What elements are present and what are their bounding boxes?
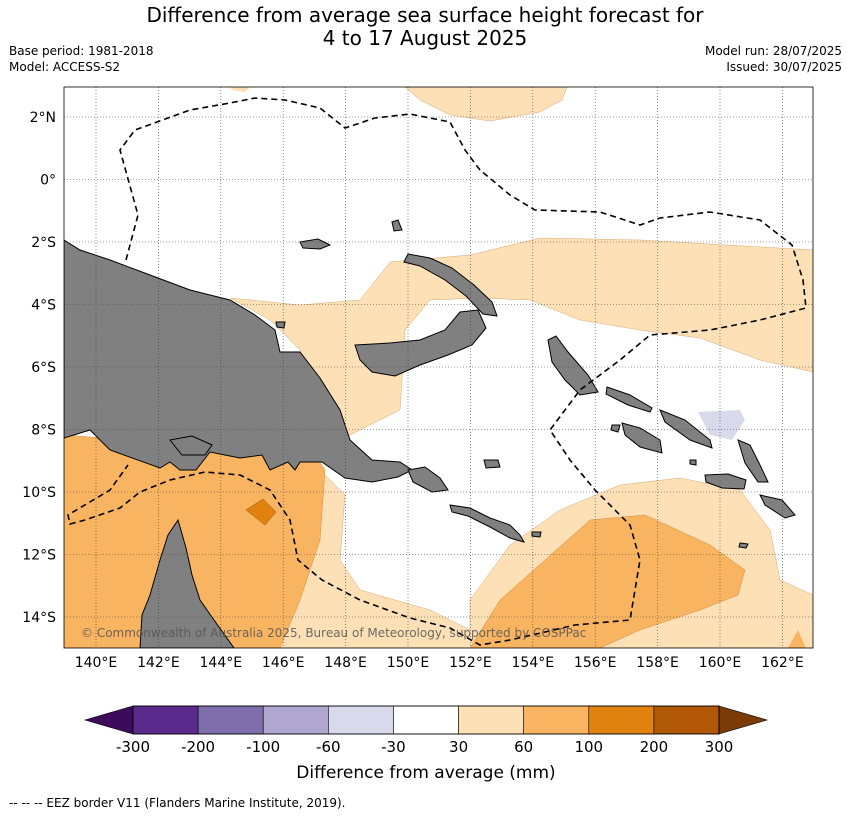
colorbar-label: Difference from average (mm)	[296, 763, 555, 783]
colorbar-cells	[83, 705, 769, 735]
model-text: Model: ACCESS-S2	[9, 60, 121, 74]
map-plot-area	[64, 87, 813, 648]
land-masses	[64, 219, 796, 648]
solomon-islet-b	[689, 459, 697, 466]
santa-isabel-island	[659, 409, 713, 449]
anomaly-band-negative-30-60	[698, 410, 745, 440]
colorbar-cell	[328, 705, 394, 735]
anomaly-band-30-60-north	[404, 87, 568, 122]
manus-island	[299, 238, 332, 250]
colorbar-tick: -30	[381, 738, 406, 756]
misima-island	[531, 531, 542, 538]
latitude-labels: 2°N 0° 2°S 4°S 6°S 8°S 10°S 12°S 14°S	[22, 110, 56, 626]
colorbar-cell	[523, 705, 590, 735]
lon-label-152e: 152°E	[449, 655, 492, 671]
colorbar-tick: -100	[246, 738, 280, 756]
colorbar-cell	[393, 705, 459, 735]
lat-label-2n: 2°N	[30, 110, 56, 126]
solomon-islet-a	[610, 424, 621, 433]
lon-label-150e: 150°E	[387, 655, 430, 671]
new-georgia-island	[621, 422, 663, 454]
louisiade-archipelago	[449, 504, 526, 543]
d-entrecasteaux-islands	[407, 466, 449, 493]
woodlark-island	[483, 459, 501, 469]
colorbar-tick: 60	[514, 738, 533, 756]
lon-label-156e: 156°E	[574, 655, 617, 671]
colorbar-tick-labels: -300 -200 -100 -60 -30 30 60 100 200 300	[116, 738, 733, 756]
colorbar-tick: 100	[574, 738, 603, 756]
colorbar-cell	[458, 705, 524, 735]
graticule-lines	[64, 87, 813, 648]
new-guinea-landmass	[64, 239, 413, 483]
map-title-line1: Difference from average sea surface heig…	[146, 3, 704, 27]
lat-label-12s: 12°S	[22, 548, 56, 564]
base-period-text: Base period: 1981-2018	[9, 44, 154, 58]
colorbar-extend-max	[718, 705, 769, 735]
colorbar-cell	[262, 705, 329, 735]
colorbar-tick: 200	[640, 738, 669, 756]
lon-label-154e: 154°E	[512, 655, 555, 671]
malaita-island	[737, 439, 769, 483]
anomaly-band-100-200-patch	[245, 498, 277, 526]
lat-label-0: 0°	[40, 173, 56, 189]
lon-label-158e: 158°E	[636, 655, 679, 671]
cape-york-peninsula	[139, 518, 235, 648]
anomaly-band-60-100-corner	[788, 630, 806, 648]
lat-label-2s: 2°S	[31, 235, 56, 251]
colorbar-cell	[588, 705, 655, 735]
lon-label-162e: 162°E	[761, 655, 804, 671]
anomaly-band-60-100-coral	[469, 514, 746, 648]
bismarck-island-b	[275, 321, 286, 329]
colorbar-tick: -60	[316, 738, 341, 756]
issued-text: Issued: 30/07/2025	[726, 60, 842, 74]
bougainville-island	[547, 335, 599, 396]
lon-label-142e: 142°E	[137, 655, 180, 671]
anomaly-band-30-60-northcoast	[230, 87, 250, 92]
eez-border	[67, 97, 807, 646]
makira-island	[759, 494, 796, 519]
new-ireland-island	[403, 253, 498, 317]
lat-label-10s: 10°S	[22, 485, 56, 501]
lat-label-6s: 6°S	[31, 360, 56, 376]
colorbar-cell	[197, 705, 264, 735]
map-title-line2: 4 to 17 August 2025	[322, 26, 528, 50]
choiseul-island	[605, 386, 653, 413]
colorbar: -300 -200 -100 -60 -30 30 60 100 200 300…	[83, 705, 769, 783]
coral-islet	[738, 542, 749, 549]
colorbar-cell	[653, 705, 720, 735]
eez-legend-note: -- -- -- EEZ border V11 (Flanders Marine…	[9, 796, 346, 810]
colorbar-cell	[132, 705, 199, 735]
lon-label-146e: 146°E	[262, 655, 305, 671]
colorbar-tick: -300	[116, 738, 150, 756]
copyright-notice: © Commonwealth of Australia 2025, Bureau…	[81, 626, 586, 640]
colorbar-tick: -200	[181, 738, 215, 756]
colorbar-tick: 300	[705, 738, 734, 756]
lon-label-160e: 160°E	[699, 655, 742, 671]
lon-label-144e: 144°E	[200, 655, 243, 671]
lat-label-8s: 8°S	[31, 423, 56, 439]
new-guinea-interior-coast	[169, 435, 213, 456]
bismarck-island-a	[391, 219, 403, 232]
longitude-labels: 140°E 142°E 144°E 146°E 148°E 150°E 152°…	[75, 655, 804, 671]
lat-label-4s: 4°S	[31, 298, 56, 314]
colorbar-tick: 30	[449, 738, 468, 756]
lon-label-140e: 140°E	[75, 655, 118, 671]
guadalcanal-island	[704, 473, 747, 490]
colorbar-extend-min	[83, 705, 134, 735]
model-run-text: Model run: 28/07/2025	[704, 44, 842, 58]
new-britain-island	[354, 309, 487, 377]
lat-label-14s: 14°S	[22, 610, 56, 626]
lon-label-148e: 148°E	[324, 655, 367, 671]
